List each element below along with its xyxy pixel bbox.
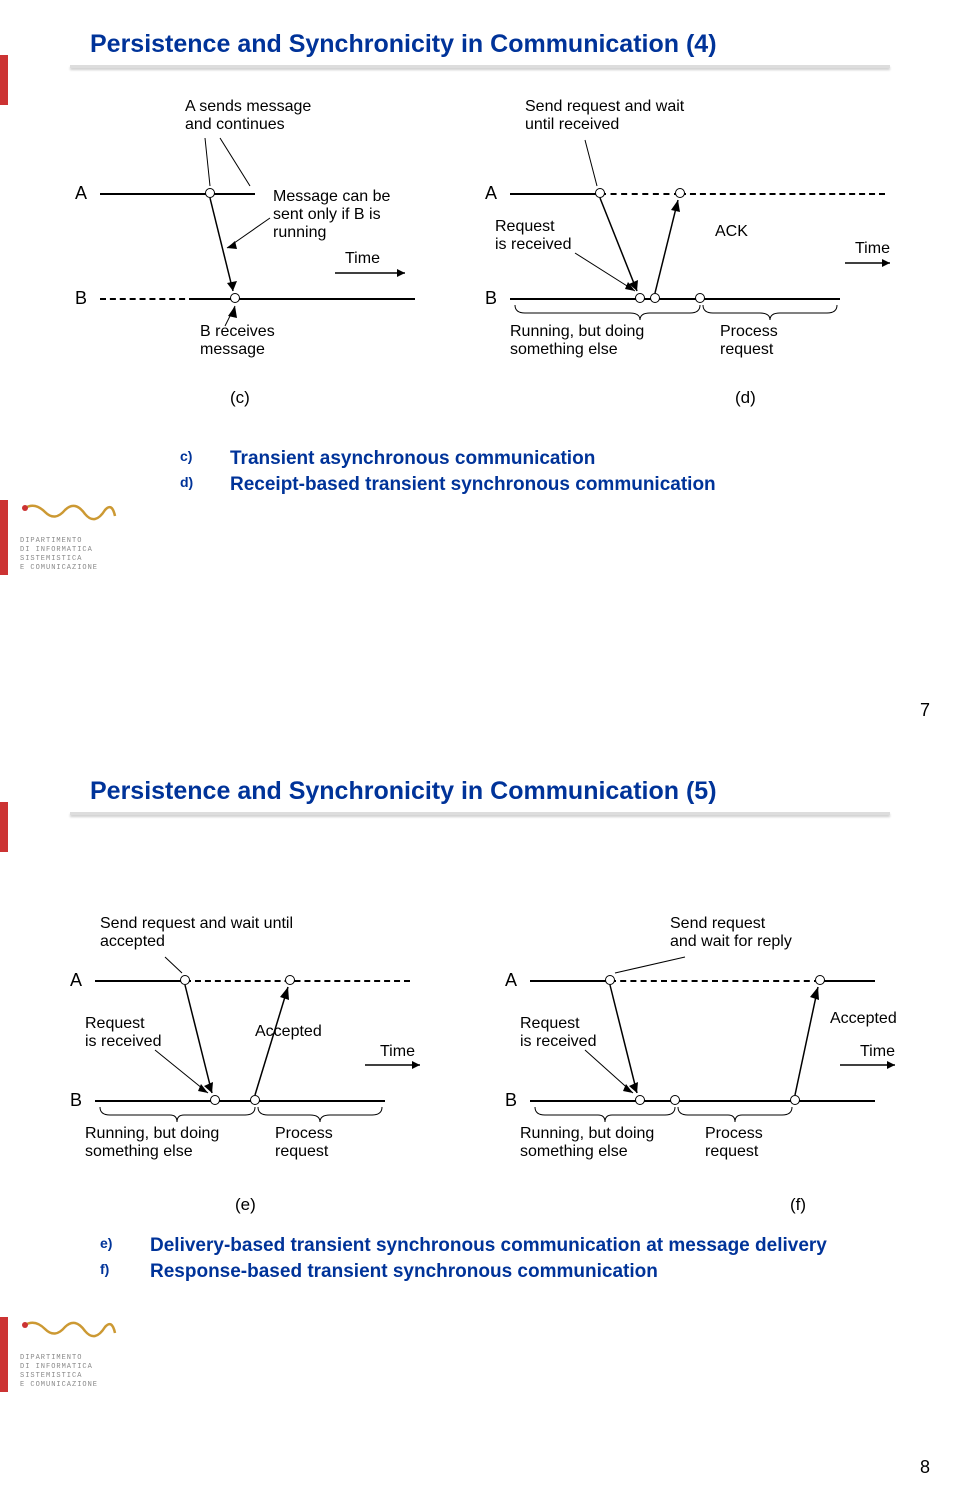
label-time-c: Time [345,250,380,268]
label-time-f: Time [860,1043,895,1061]
label-running-d: Running, but doing something else [510,323,644,359]
left-accent-logo-1 [0,500,8,575]
logo-text-2: DI INFORMATICA [20,546,140,555]
label-req-e: Request is received [85,1015,161,1051]
title-underline [70,65,890,68]
label-process-f: Process request [705,1125,763,1161]
slide-title-2: Persistence and Synchronicity in Communi… [0,777,960,806]
label-running-e: Running, but doing something else [85,1125,219,1161]
label-ack-d: ACK [715,223,748,241]
logo-slide-1: DIPARTIMENTO DI INFORMATICA SISTEMISTICA… [20,500,140,573]
label-accepted-f: Accepted [830,1010,897,1028]
diagram-panel-d: Send request and wait until received A B [465,98,905,408]
label-process-e: Process request [275,1125,333,1161]
label-req-f: Request is received [520,1015,596,1051]
caption-text-d: Receipt-based transient synchronous comm… [230,474,716,496]
caption-list-1: c) Transient asynchronous communication … [0,448,960,496]
left-accent-bar [0,55,8,105]
svg-e [45,915,445,1225]
caption-key-f: f) [100,1261,120,1283]
panel-tag-d: (d) [735,388,756,408]
caption-text-c: Transient asynchronous communication [230,448,595,470]
panel-tag-c: (c) [230,388,250,408]
caption-item-d: d) Receipt-based transient synchronous c… [180,474,960,496]
logo-text-2-3: SISTEMISTICA [20,1372,140,1381]
diagram-row-2: Send request and wait until accepted A B [0,915,960,1225]
left-accent-logo-2 [0,1317,8,1392]
label-time-d: Time [855,240,890,258]
title-underline-2 [70,812,890,815]
logo-slide-2: DIPARTIMENTO DI INFORMATICA SISTEMISTICA… [20,1317,140,1390]
label-time-e: Time [380,1043,415,1061]
diagram-panel-c: A sends message and continues A B [55,98,425,408]
diagram-row-1: A sends message and continues A B [0,98,960,408]
diagram-panel-f: Send request and wait for reply A B [485,915,915,1225]
panel-tag-e: (e) [235,1195,256,1215]
label-msg-cond-c: Message can be sent only if B is running [273,188,390,242]
page-number-2: 8 [920,1457,930,1478]
caption-item-e: e) Delivery-based transient synchronous … [100,1235,960,1257]
svg-f [485,915,915,1225]
page-number-1: 7 [920,700,930,721]
panel-tag-f: (f) [790,1195,806,1215]
caption-text-e: Delivery-based transient synchronous com… [150,1235,827,1257]
caption-list-2: e) Delivery-based transient synchronous … [0,1235,960,1283]
slide-8: Persistence and Synchronicity in Communi… [0,747,960,1494]
caption-item-f: f) Response-based transient synchronous … [100,1261,960,1283]
logo-text-4: E COMUNICAZIONE [20,564,140,573]
left-accent-bar-2 [0,802,8,852]
label-bottom-c: B receives message [200,323,275,359]
logo-text-3: SISTEMISTICA [20,555,140,564]
diagram-panel-e: Send request and wait until accepted A B [45,915,445,1225]
caption-text-f: Response-based transient synchronous com… [150,1261,658,1283]
caption-item-c: c) Transient asynchronous communication [180,448,960,470]
logo-text-2-4: E COMUNICAZIONE [20,1381,140,1390]
label-accepted-e: Accepted [255,1023,322,1041]
caption-key-e: e) [100,1235,120,1257]
logo-text-1: DIPARTIMENTO [20,537,140,546]
label-req-d: Request is received [495,218,571,254]
caption-key-d: d) [180,474,200,496]
slide-7: Persistence and Synchronicity in Communi… [0,0,960,747]
logo-text-2-2: DI INFORMATICA [20,1363,140,1372]
logo-icon-2 [20,1317,120,1349]
logo-icon [20,500,120,532]
label-running-f: Running, but doing something else [520,1125,654,1161]
caption-key-c: c) [180,448,200,470]
logo-text-2-1: DIPARTIMENTO [20,1354,140,1363]
label-process-d: Process request [720,323,778,359]
slide-title: Persistence and Synchronicity in Communi… [0,30,960,59]
